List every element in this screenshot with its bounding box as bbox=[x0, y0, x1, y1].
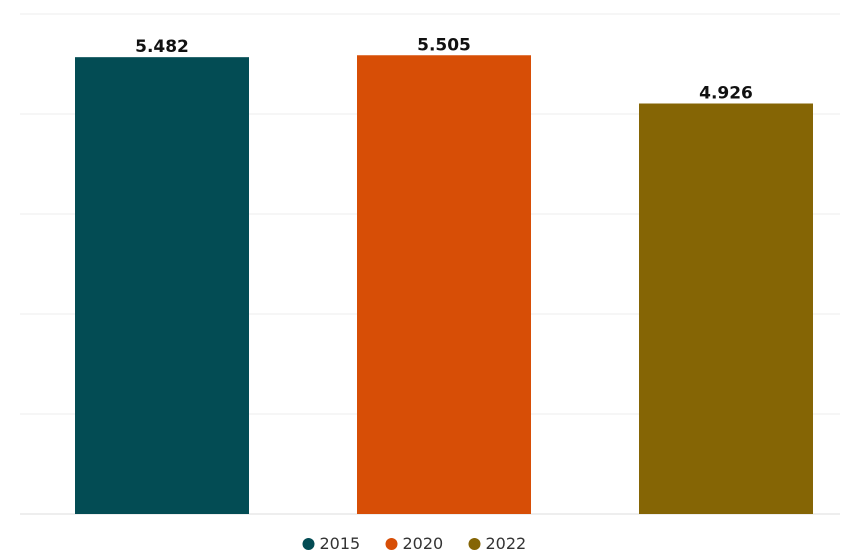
legend-marker-2015 bbox=[302, 538, 315, 550]
legend-label-2022: 2022 bbox=[486, 534, 527, 553]
value-label-2020: 5.505 bbox=[417, 35, 471, 55]
legend-marker-2020 bbox=[385, 538, 398, 550]
legend-marker-2022 bbox=[468, 538, 481, 550]
bar-2015 bbox=[75, 57, 249, 515]
value-label-2015: 5.482 bbox=[135, 37, 189, 57]
legend-label-2020: 2020 bbox=[403, 534, 444, 553]
legend-label-2015: 2015 bbox=[320, 534, 361, 553]
value-label-2022: 4.926 bbox=[699, 84, 753, 104]
bar-2022 bbox=[639, 103, 813, 514]
legend: 2015 2020 2022 bbox=[302, 534, 527, 553]
value-labels: 5.482 5.505 4.926 bbox=[135, 35, 753, 103]
bar-2020 bbox=[357, 55, 531, 514]
bars bbox=[75, 55, 813, 515]
